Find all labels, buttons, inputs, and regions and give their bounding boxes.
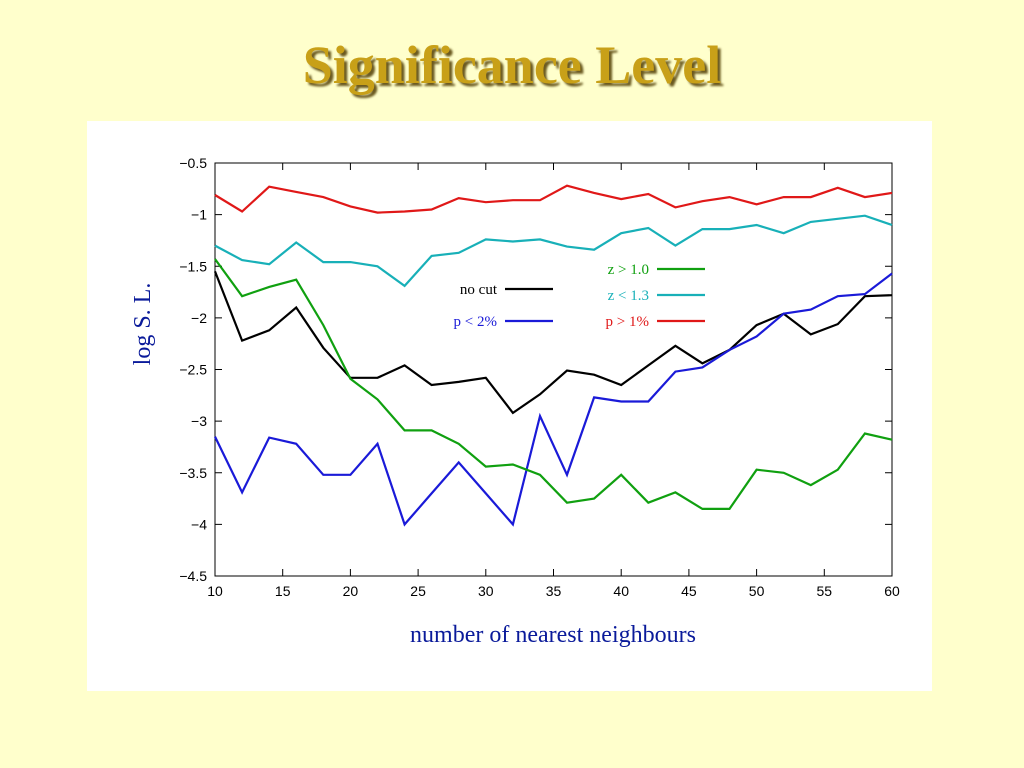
x-tick-label: 60 xyxy=(884,583,900,599)
line-chart: −0.5 −1 −1.5 −2 −2.5 −3 −3.5 −4 −4.5 10 15 20 25 30 3… xyxy=(130,155,900,648)
series-line xyxy=(214,272,893,527)
legend-label: p > 1% xyxy=(606,314,649,330)
legend-label: z < 1.3 xyxy=(608,288,649,304)
series-line xyxy=(214,184,893,214)
y-axis-title: log S. L. xyxy=(130,283,156,366)
legend-entry: no cut xyxy=(460,282,553,298)
legend: no cut p < 2% z > 1.0 z < 1.3 p > 1% xyxy=(454,262,705,330)
slide-title: Significance Level xyxy=(302,35,722,95)
x-axis: 10 15 20 25 30 35 40 45 50 55 60 xyxy=(207,163,900,599)
x-tick-label: 35 xyxy=(546,583,562,599)
x-tick-label: 40 xyxy=(613,583,629,599)
y-axis: −0.5 −1 −1.5 −2 −2.5 −3 −3.5 −4 −4.5 xyxy=(179,155,892,584)
y-tick-label: −3.5 xyxy=(179,465,207,481)
series-p-2- xyxy=(214,272,893,527)
x-tick-label: 30 xyxy=(478,583,494,599)
x-axis-title: number of nearest neighbours xyxy=(410,622,696,648)
y-tick-label: −3 xyxy=(191,413,207,429)
series-line xyxy=(214,214,893,288)
legend-label: p < 2% xyxy=(454,314,497,330)
legend-entry: p > 1% xyxy=(606,314,705,330)
y-tick-label: −0.5 xyxy=(179,155,207,171)
legend-entry: z < 1.3 xyxy=(608,288,705,304)
series-no-cut xyxy=(213,270,893,415)
legend-entry: z > 1.0 xyxy=(608,262,705,278)
series-line xyxy=(213,270,893,415)
series-lines xyxy=(213,184,893,527)
x-tick-label: 50 xyxy=(749,583,765,599)
legend-entry: p < 2% xyxy=(454,314,553,330)
y-tick-label: −2 xyxy=(191,310,207,326)
legend-label: no cut xyxy=(460,282,498,298)
x-tick-label: 15 xyxy=(275,583,291,599)
y-tick-label: −4 xyxy=(191,516,207,532)
series-line xyxy=(214,258,893,510)
y-tick-label: −1.5 xyxy=(179,258,207,274)
series-z-1-0 xyxy=(214,258,893,510)
series-p-1- xyxy=(214,184,893,214)
x-tick-label: 25 xyxy=(410,583,426,599)
y-tick-label: −2.5 xyxy=(179,362,207,378)
series-z-1-3 xyxy=(214,214,893,288)
y-tick-label: −1 xyxy=(191,207,207,223)
x-tick-label: 10 xyxy=(207,583,223,599)
x-tick-label: 45 xyxy=(681,583,697,599)
legend-label: z > 1.0 xyxy=(608,262,649,278)
x-tick-label: 20 xyxy=(343,583,359,599)
plot-frame xyxy=(214,162,893,577)
y-tick-label: −4.5 xyxy=(179,568,207,584)
x-tick-label: 55 xyxy=(817,583,833,599)
chart-panel: −0.5 −1 −1.5 −2 −2.5 −3 −3.5 −4 −4.5 10 15 20 25 30 3… xyxy=(87,121,932,691)
